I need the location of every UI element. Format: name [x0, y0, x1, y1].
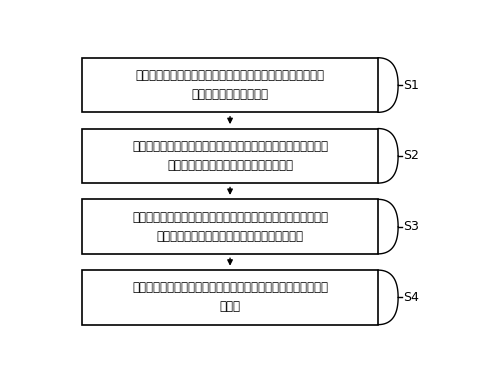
Text: 使用相机响应函数来获得所有点的相对辐照度值，基于相对辐照
度值和相机响应函数来计算曝光次数和曝光时间: 使用相机响应函数来获得所有点的相对辐照度值，基于相对辐照 度值和相机响应函数来计… [132, 211, 327, 242]
Bar [82, 129, 377, 183]
Text: S1: S1 [402, 79, 418, 92]
Text: 选择基准图像中的基准点，并根据随基准点的曝光时间的变化获
得的曝光量和灰度值来计算相机响应函数: 选择基准图像中的基准点，并根据随基准点的曝光时间的变化获 得的曝光量和灰度值来计… [132, 140, 327, 172]
Text: 预设测量灰度值范围和曝光时间范围，在预设测量范围内获取
基准图像和基准曝光时间: 预设测量灰度值范围和曝光时间范围，在预设测量范围内获取 基准图像和基准曝光时间 [135, 69, 324, 101]
Text: 以不同曝光时间获取的图像融合为的新的条纹图像序列并用于三
维重建: 以不同曝光时间获取的图像融合为的新的条纹图像序列并用于三 维重建 [132, 282, 327, 313]
Bar [82, 199, 377, 254]
Text: S4: S4 [402, 291, 418, 304]
Text: S2: S2 [402, 149, 418, 162]
Bar [82, 58, 377, 112]
Bar [82, 270, 377, 325]
Text: S3: S3 [402, 220, 418, 233]
